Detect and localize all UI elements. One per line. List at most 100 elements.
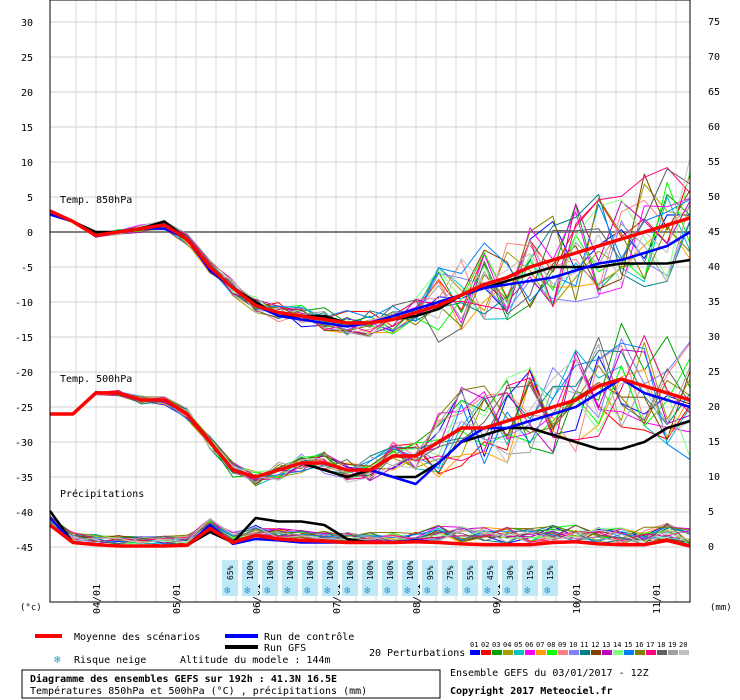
snow-risk-box xyxy=(442,560,458,596)
snow-risk-value: 100% xyxy=(326,561,335,580)
x-tick-label: 05/01 xyxy=(172,584,183,614)
right-tick-label: 55 xyxy=(708,157,720,168)
snow-risk-box xyxy=(282,560,298,596)
snow-icon: ❄ xyxy=(524,584,531,597)
left-tick-label: 30 xyxy=(21,18,33,29)
perturbation-swatch xyxy=(536,650,546,655)
right-tick-label: 60 xyxy=(708,122,720,133)
snow-risk-box xyxy=(522,560,538,596)
perturbation-swatch xyxy=(668,650,678,655)
perturbation-swatch xyxy=(657,650,667,655)
right-tick-label: 50 xyxy=(708,192,720,203)
perturbation-swatch xyxy=(470,650,480,655)
right-tick-label: 70 xyxy=(708,52,720,63)
snow-icon: ❄ xyxy=(344,584,351,597)
perturbation-swatch xyxy=(580,650,590,655)
snow-icon: ❄ xyxy=(264,584,271,597)
left-tick-label: 10 xyxy=(21,158,33,169)
x-tick-label: 06/01 xyxy=(252,584,263,614)
snow-risk-box xyxy=(222,560,238,596)
left-tick-label: 25 xyxy=(21,53,33,64)
snow-icon: ❄ xyxy=(324,584,331,597)
snow-risk-box xyxy=(302,560,318,596)
copyright: Copyright 2017 Meteociel.fr xyxy=(450,685,613,697)
left-tick-label: -30 xyxy=(15,438,33,449)
mean-line xyxy=(49,209,691,325)
snow-risk-value: 100% xyxy=(346,561,355,580)
right-tick-label: 30 xyxy=(708,332,720,343)
left-tick-label: 5 xyxy=(27,193,33,204)
snow-legend-icon: ❄ xyxy=(54,653,61,666)
left-tick-label: -35 xyxy=(15,473,33,484)
snow-risk-box xyxy=(262,560,278,596)
snow-risk-box xyxy=(342,560,358,596)
right-tick-label: 10 xyxy=(708,472,720,483)
snow-risk-value: 30% xyxy=(506,565,515,580)
perturbation-swatch xyxy=(492,650,502,655)
snow-risk-box xyxy=(542,560,558,596)
right-axis-unit: (mm) xyxy=(710,603,732,613)
snow-icon: ❄ xyxy=(304,584,311,597)
x-tick-label: 09/01 xyxy=(492,584,503,614)
left-tick-label: 0 xyxy=(27,228,33,239)
perturbation-swatch xyxy=(602,650,612,655)
left-tick-label: 20 xyxy=(21,88,33,99)
title-box xyxy=(21,669,441,699)
perturbation-line xyxy=(49,517,691,545)
left-tick-label: -15 xyxy=(15,333,33,344)
perturbation-id: 01 xyxy=(470,641,478,649)
perturbation-swatch xyxy=(558,650,568,655)
snow-icon: ❄ xyxy=(444,584,451,597)
perturbation-id: 13 xyxy=(602,641,610,649)
mean-line xyxy=(50,377,691,479)
perturbation-swatch xyxy=(635,650,645,655)
perturbation-id: 14 xyxy=(613,641,621,649)
panel-label-precip: Précipitations xyxy=(60,488,144,500)
right-tick-label: 35 xyxy=(708,297,720,308)
left-axis-ticks: 30 25 20 15 10 5 0 -5 -10 -15 -20 -25 -30 -35 -40 -45 xyxy=(15,18,33,554)
left-tick-label: -45 xyxy=(15,543,33,554)
snow-risk-box xyxy=(422,560,438,596)
x-tick-label: 11/01 xyxy=(652,584,663,614)
snow-icon: ❄ xyxy=(284,584,291,597)
perturbation-line xyxy=(49,519,691,547)
snow-risk-value: 75% xyxy=(446,565,455,580)
snow-icon: ❄ xyxy=(504,584,511,597)
legend-snow-label: Risque neige xyxy=(74,655,146,666)
legend-control-label: Run de contrôle xyxy=(264,631,354,643)
snow-risk-value: 100% xyxy=(246,561,255,580)
legend-altitude: Altitude du modele : 144m xyxy=(180,655,331,666)
perturbation-id: 10 xyxy=(569,641,577,649)
right-tick-label: 0 xyxy=(708,542,714,553)
perturbation-id: 12 xyxy=(591,641,599,649)
snow-risk-box xyxy=(402,560,418,596)
snow-risk-value: 100% xyxy=(266,561,275,580)
snow-risk-value: 100% xyxy=(306,561,315,580)
snow-risk-value: 100% xyxy=(366,561,375,580)
legend-mean-label: Moyenne des scénarios xyxy=(74,631,200,643)
snow-icon: ❄ xyxy=(424,584,431,597)
right-tick-label: 20 xyxy=(708,402,720,413)
snow-risk-box xyxy=(322,560,338,596)
x-tick-label: 04/01 xyxy=(92,584,103,614)
perturbation-id: 02 xyxy=(481,641,489,649)
perturbation-swatch xyxy=(613,650,623,655)
perturbation-id: 19 xyxy=(668,641,676,649)
right-tick-label: 15 xyxy=(708,437,720,448)
perturbation-swatch xyxy=(624,650,634,655)
left-tick-label: -40 xyxy=(15,508,33,519)
snow-risk-value: 100% xyxy=(286,561,295,580)
right-tick-label: 40 xyxy=(708,262,720,273)
perturbation-id: 20 xyxy=(679,641,687,649)
left-tick-label: 15 xyxy=(21,123,33,134)
snow-risk-group: 65% ❄ 100% ❄ 100% ❄ 100% ❄ 100% ❄ 100% ❄ 100% ❄ 100% ❄ 1… xyxy=(222,560,558,597)
snow-icon: ❄ xyxy=(384,584,391,597)
perturbation-swatch xyxy=(679,650,689,655)
snow-risk-box xyxy=(362,560,378,596)
perturbation-id: 07 xyxy=(536,641,544,649)
legend-perturbations-label: 20 Perturbations xyxy=(369,648,465,659)
x-tick-label: 07/01 xyxy=(332,584,343,614)
snow-icon: ❄ xyxy=(404,584,411,597)
